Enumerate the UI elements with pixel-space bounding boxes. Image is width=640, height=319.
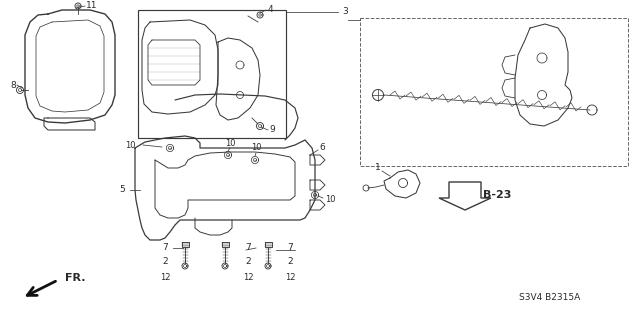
Text: 7: 7	[162, 243, 168, 253]
Text: 4: 4	[267, 5, 273, 14]
Text: 6: 6	[319, 144, 325, 152]
Text: 2: 2	[245, 257, 251, 266]
Text: 10: 10	[125, 140, 135, 150]
Text: 7: 7	[245, 243, 251, 253]
Bar	[138, 10, 286, 138]
Text: 2: 2	[287, 257, 293, 266]
Text: 7: 7	[287, 243, 293, 253]
Text: FR.: FR.	[65, 273, 86, 283]
Text: 5: 5	[119, 186, 125, 195]
Text: 12: 12	[285, 272, 295, 281]
Text: 1: 1	[375, 164, 381, 173]
Text: 11: 11	[86, 2, 98, 11]
Text: 12: 12	[243, 272, 253, 281]
Text: 9: 9	[269, 125, 275, 135]
Polygon shape	[439, 182, 491, 210]
Text: 10: 10	[251, 144, 261, 152]
Text: S3V4 B2315A: S3V4 B2315A	[520, 293, 580, 302]
Bar	[360, 18, 628, 166]
Text: 2: 2	[162, 257, 168, 266]
Text: 3: 3	[342, 8, 348, 17]
Text: B-23: B-23	[483, 190, 511, 200]
Text: 12: 12	[160, 272, 170, 281]
Text: 10: 10	[225, 138, 236, 147]
Text: 8: 8	[10, 80, 16, 90]
Text: 10: 10	[324, 196, 335, 204]
